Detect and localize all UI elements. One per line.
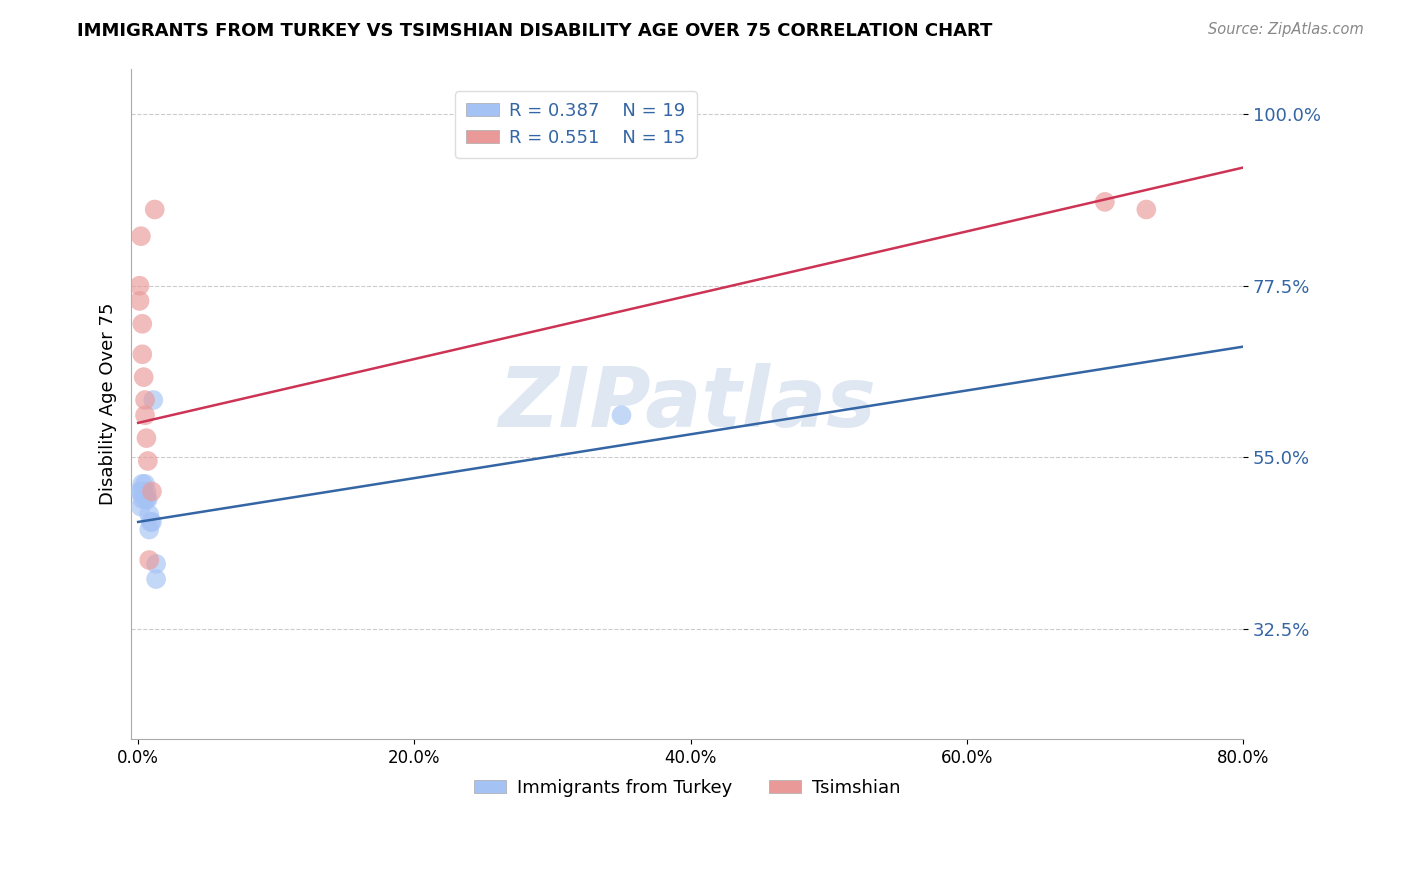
Point <box>141 484 163 499</box>
Point <box>131 476 153 491</box>
Point <box>135 431 157 445</box>
Point <box>139 515 162 529</box>
Point <box>134 409 156 423</box>
Point <box>132 370 155 384</box>
Point <box>131 317 153 331</box>
Point <box>143 202 166 217</box>
Point <box>135 491 157 506</box>
Point <box>1094 194 1116 209</box>
Point <box>132 484 155 499</box>
Point <box>128 484 150 499</box>
Text: Source: ZipAtlas.com: Source: ZipAtlas.com <box>1208 22 1364 37</box>
Legend: Immigrants from Turkey, Tsimshian: Immigrants from Turkey, Tsimshian <box>467 772 908 804</box>
Point <box>129 229 152 244</box>
Point <box>131 491 153 506</box>
Point <box>129 484 152 499</box>
Y-axis label: Disability Age Over 75: Disability Age Over 75 <box>100 302 117 505</box>
Point <box>142 392 165 407</box>
Point <box>131 347 153 361</box>
Point <box>1135 202 1157 217</box>
Point <box>136 454 159 468</box>
Text: ZIPatlas: ZIPatlas <box>498 363 876 444</box>
Text: IMMIGRANTS FROM TURKEY VS TSIMSHIAN DISABILITY AGE OVER 75 CORRELATION CHART: IMMIGRANTS FROM TURKEY VS TSIMSHIAN DISA… <box>77 22 993 40</box>
Point <box>141 515 163 529</box>
Point <box>610 409 633 423</box>
Point <box>138 523 160 537</box>
Point <box>128 293 150 308</box>
Point <box>145 572 167 586</box>
Point <box>138 508 160 522</box>
Point <box>135 484 157 499</box>
Point <box>134 491 156 506</box>
Point <box>129 500 152 514</box>
Point <box>134 392 156 407</box>
Point <box>145 557 167 571</box>
Point <box>138 553 160 567</box>
Point <box>128 278 150 293</box>
Point <box>134 476 156 491</box>
Point <box>136 491 159 506</box>
